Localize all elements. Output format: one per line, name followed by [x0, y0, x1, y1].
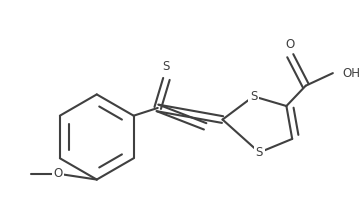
- Text: O: O: [286, 38, 295, 51]
- Text: OH: OH: [343, 67, 361, 80]
- Text: S: S: [163, 60, 170, 73]
- Text: S: S: [250, 90, 257, 103]
- Text: S: S: [256, 146, 263, 159]
- Text: O: O: [53, 167, 63, 180]
